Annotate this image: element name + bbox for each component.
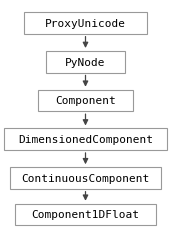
Text: DimensionedComponent: DimensionedComponent bbox=[18, 135, 153, 145]
Text: PyNode: PyNode bbox=[65, 57, 106, 67]
FancyBboxPatch shape bbox=[24, 13, 147, 35]
FancyBboxPatch shape bbox=[4, 129, 167, 150]
FancyBboxPatch shape bbox=[10, 168, 161, 189]
Text: Component1DFloat: Component1DFloat bbox=[31, 210, 140, 220]
FancyBboxPatch shape bbox=[15, 204, 156, 225]
FancyBboxPatch shape bbox=[46, 52, 125, 73]
FancyBboxPatch shape bbox=[38, 90, 133, 112]
Text: ProxyUnicode: ProxyUnicode bbox=[45, 19, 126, 29]
Text: ContinuousComponent: ContinuousComponent bbox=[21, 173, 150, 183]
Text: Component: Component bbox=[55, 96, 116, 106]
